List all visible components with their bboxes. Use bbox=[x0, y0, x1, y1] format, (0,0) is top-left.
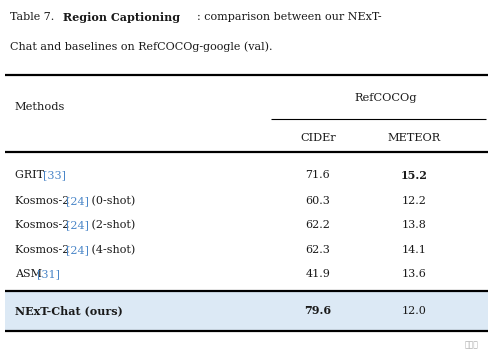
Text: (2-shot): (2-shot) bbox=[89, 220, 136, 231]
Text: Kosmos-2: Kosmos-2 bbox=[15, 196, 72, 206]
Text: Chat and baselines on RefCOCOg-google (val).: Chat and baselines on RefCOCOg-google (v… bbox=[10, 41, 272, 52]
Text: 15.2: 15.2 bbox=[401, 170, 427, 181]
Text: CIDEr: CIDEr bbox=[300, 133, 336, 143]
Text: Kosmos-2: Kosmos-2 bbox=[15, 245, 72, 255]
Text: 12.0: 12.0 bbox=[402, 306, 426, 316]
Text: 13.6: 13.6 bbox=[402, 270, 426, 279]
Text: 62.2: 62.2 bbox=[306, 220, 330, 230]
Text: [24]: [24] bbox=[66, 245, 89, 255]
Text: 41.9: 41.9 bbox=[306, 270, 330, 279]
Text: 71.6: 71.6 bbox=[306, 171, 330, 180]
Text: (0-shot): (0-shot) bbox=[89, 196, 136, 206]
Text: [24]: [24] bbox=[66, 196, 89, 206]
Text: (4-shot): (4-shot) bbox=[89, 245, 136, 255]
Text: 12.2: 12.2 bbox=[402, 196, 426, 206]
Text: Region Captioning: Region Captioning bbox=[63, 12, 180, 23]
Text: : comparison between our NExT-: : comparison between our NExT- bbox=[197, 12, 382, 22]
Text: 量子位: 量子位 bbox=[464, 340, 478, 349]
Text: Kosmos-2: Kosmos-2 bbox=[15, 220, 72, 230]
Text: GRIT: GRIT bbox=[15, 171, 47, 180]
Text: [31]: [31] bbox=[37, 270, 61, 279]
Text: RefCOCOg: RefCOCOg bbox=[354, 93, 417, 103]
Text: [24]: [24] bbox=[66, 220, 89, 230]
Text: 62.3: 62.3 bbox=[306, 245, 330, 255]
Text: METEOR: METEOR bbox=[387, 133, 441, 143]
Text: NExT-Chat (ours): NExT-Chat (ours) bbox=[15, 305, 123, 316]
Text: 79.6: 79.6 bbox=[304, 305, 332, 316]
Text: Methods: Methods bbox=[15, 102, 65, 112]
Text: 13.8: 13.8 bbox=[402, 220, 426, 230]
Text: 14.1: 14.1 bbox=[402, 245, 426, 255]
Text: Table 7.: Table 7. bbox=[10, 12, 61, 22]
Text: [33]: [33] bbox=[43, 171, 66, 180]
Text: ASM: ASM bbox=[15, 270, 45, 279]
FancyBboxPatch shape bbox=[5, 291, 488, 331]
Text: 60.3: 60.3 bbox=[306, 196, 330, 206]
